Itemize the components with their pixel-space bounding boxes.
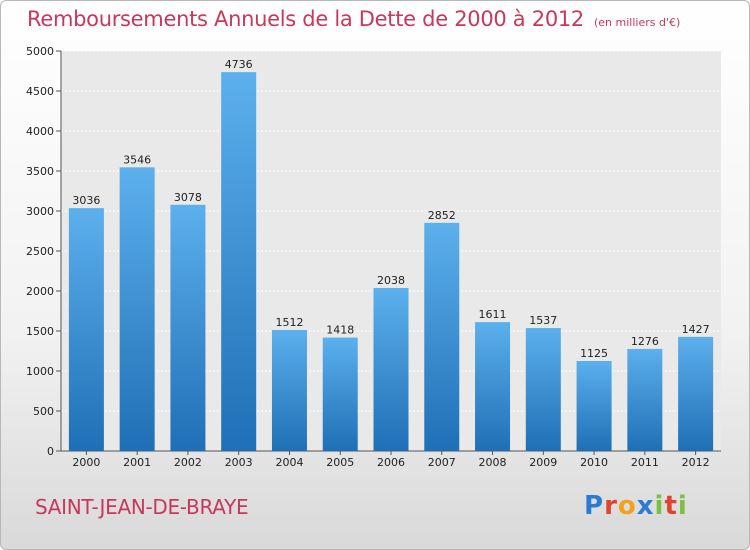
y-tick-label: 0 (47, 445, 54, 458)
data-label: 1537 (529, 314, 557, 327)
y-tick-label: 2500 (26, 245, 54, 258)
chart-title-text: Remboursements Annuels de la Dette de 20… (27, 7, 584, 31)
bar-2009 (525, 328, 561, 451)
data-label: 1418 (326, 324, 354, 337)
y-tick-label: 3500 (26, 165, 54, 178)
y-tick-label: 1000 (26, 365, 54, 378)
bar-2000 (68, 208, 104, 451)
data-label: 1125 (580, 347, 608, 360)
data-label: 3036 (72, 194, 100, 207)
chart-title: Remboursements Annuels de la Dette de 20… (27, 7, 680, 31)
x-tick-label: 2011 (631, 456, 659, 469)
data-label: 4736 (225, 58, 253, 71)
x-tick-label: 2002 (174, 456, 202, 469)
data-label: 1427 (682, 323, 710, 336)
x-tick-label: 2006 (377, 456, 405, 469)
data-label: 2038 (377, 274, 405, 287)
y-tick-label: 2000 (26, 285, 54, 298)
bar-2002 (170, 204, 206, 451)
x-tick-label: 2010 (580, 456, 608, 469)
data-label: 1512 (275, 316, 303, 329)
data-label: 3078 (174, 191, 202, 204)
x-tick-label: 2008 (479, 456, 507, 469)
data-label: 2852 (428, 209, 456, 222)
x-tick-label: 2009 (529, 456, 557, 469)
bar-2010 (576, 361, 612, 451)
bar-2007 (424, 222, 460, 451)
x-tick-label: 2012 (682, 456, 710, 469)
y-tick-label: 5000 (26, 45, 54, 58)
x-tick-label: 2003 (225, 456, 253, 469)
data-label: 1276 (631, 335, 659, 348)
y-tick-label: 4000 (26, 125, 54, 138)
x-tick-label: 2004 (275, 456, 303, 469)
y-tick-label: 1500 (26, 325, 54, 338)
bar-2012 (678, 336, 714, 451)
bar-2003 (221, 72, 257, 452)
city-name: SAINT-JEAN-DE-BRAYE (35, 495, 249, 519)
proxiti-logo: Proxiti (584, 491, 688, 521)
data-label: 1611 (479, 308, 507, 321)
bar-2004 (271, 330, 307, 451)
data-label: 3546 (123, 153, 151, 166)
x-tick-label: 2005 (326, 456, 354, 469)
x-tick-label: 2001 (123, 456, 151, 469)
bar-2008 (475, 322, 511, 451)
bar-2006 (373, 287, 409, 451)
y-tick-label: 4500 (26, 85, 54, 98)
y-tick-label: 3000 (26, 205, 54, 218)
y-tick-label: 500 (33, 405, 54, 418)
x-tick-label: 2007 (428, 456, 456, 469)
bar-2005 (322, 337, 358, 451)
x-tick-label: 2000 (72, 456, 100, 469)
chart-unit: (en milliers d'€) (594, 16, 681, 29)
bar-2011 (627, 348, 663, 451)
bar-2001 (119, 167, 155, 451)
